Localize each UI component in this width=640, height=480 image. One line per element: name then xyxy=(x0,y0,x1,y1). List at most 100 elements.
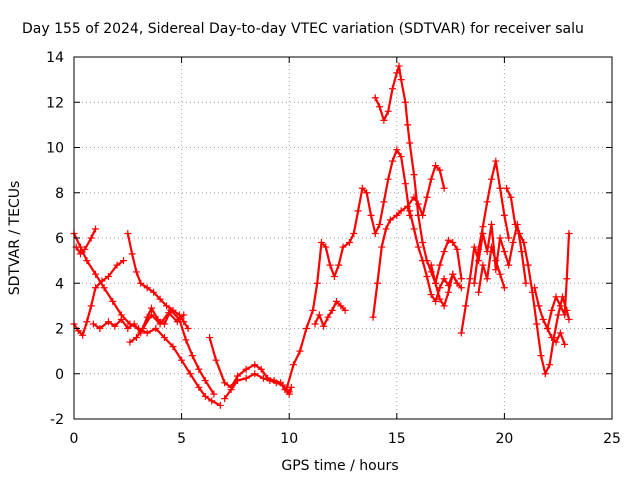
data-point-marker xyxy=(89,320,97,328)
data-point-marker xyxy=(432,279,440,287)
data-point-marker xyxy=(163,302,171,310)
data-point-marker xyxy=(124,229,132,237)
grid-layer xyxy=(74,57,612,419)
data-point-marker xyxy=(173,318,181,326)
data-point-marker xyxy=(184,325,192,332)
series-s2-line xyxy=(72,259,125,337)
chart-title: Day 155 of 2024, Sidereal Day-to-day VTE… xyxy=(22,21,584,37)
data-point-marker xyxy=(165,309,173,317)
data-point-marker xyxy=(195,365,203,373)
data-point-marker xyxy=(322,243,330,251)
data-point-marker xyxy=(169,343,177,351)
data-point-marker xyxy=(330,272,338,280)
data-point-marker xyxy=(143,329,151,337)
data-point-marker xyxy=(384,107,392,115)
data-point-marker xyxy=(333,297,341,305)
data-point-marker xyxy=(453,245,461,253)
data-point-marker xyxy=(444,236,452,244)
data-point-marker xyxy=(496,234,504,242)
data-point-marker xyxy=(376,103,384,111)
data-point-marker xyxy=(404,121,412,129)
data-point-marker xyxy=(440,248,448,256)
y-tick-label: 14 xyxy=(46,50,64,66)
data-point-marker xyxy=(386,216,394,224)
data-point-marker xyxy=(548,334,556,342)
y-tick-label: 12 xyxy=(46,95,64,111)
data-point-marker xyxy=(111,322,119,330)
data-point-marker xyxy=(524,261,532,269)
data-point-marker xyxy=(511,220,519,228)
data-point-marker xyxy=(492,257,500,265)
x-tick-label: 15 xyxy=(388,431,406,447)
data-point-marker xyxy=(457,284,465,292)
data-point-marker xyxy=(552,293,560,301)
data-point-marker xyxy=(378,243,386,251)
data-point-marker xyxy=(449,239,457,247)
data-point-marker xyxy=(388,85,396,93)
data-point-marker xyxy=(76,250,84,258)
data-point-marker xyxy=(440,184,448,192)
y-tick-label: 8 xyxy=(55,186,64,202)
data-point-marker xyxy=(79,331,87,339)
series-layer xyxy=(70,62,573,409)
data-point-marker xyxy=(492,157,500,165)
series-s6-line xyxy=(128,311,185,344)
data-point-marker xyxy=(384,175,392,183)
data-point-marker xyxy=(535,302,543,310)
data-point-marker xyxy=(410,171,418,179)
y-tick-label: 4 xyxy=(55,276,64,292)
data-point-marker xyxy=(87,302,95,310)
data-point-marker xyxy=(453,279,461,287)
data-point-marker xyxy=(565,229,573,237)
data-point-marker xyxy=(397,153,405,161)
data-point-marker xyxy=(234,377,242,385)
data-point-marker xyxy=(156,320,164,328)
data-point-marker xyxy=(371,229,379,237)
data-point-marker xyxy=(279,381,287,389)
data-point-marker xyxy=(354,207,362,215)
data-point-marker xyxy=(104,272,112,280)
data-point-marker xyxy=(335,261,343,269)
data-point-marker xyxy=(227,386,235,394)
data-point-marker xyxy=(503,184,511,192)
data-point-marker xyxy=(201,392,209,400)
data-point-marker xyxy=(83,257,91,265)
data-point-marker xyxy=(188,352,196,360)
data-point-marker xyxy=(427,261,435,269)
data-point-marker xyxy=(341,306,349,314)
data-point-marker xyxy=(496,184,504,192)
data-point-marker xyxy=(143,284,151,292)
data-point-marker xyxy=(382,225,390,233)
data-point-marker xyxy=(180,311,188,319)
data-point-marker xyxy=(124,325,132,332)
data-point-marker xyxy=(242,374,250,382)
data-point-marker xyxy=(395,62,403,70)
data-point-marker xyxy=(109,297,117,305)
series-s19-line xyxy=(533,232,571,330)
data-point-marker xyxy=(257,365,265,373)
y-tick-label: 6 xyxy=(55,231,64,247)
data-point-marker xyxy=(285,388,293,396)
data-point-marker xyxy=(113,261,121,269)
data-point-marker xyxy=(505,234,513,242)
data-point-marker xyxy=(156,295,164,303)
series-s9-line xyxy=(285,148,411,389)
data-point-marker xyxy=(178,356,186,364)
data-point-marker xyxy=(311,320,319,328)
data-point-marker xyxy=(380,198,388,206)
data-point-marker xyxy=(309,306,317,314)
data-point-marker xyxy=(132,268,140,276)
data-point-marker xyxy=(328,306,336,314)
data-point-marker xyxy=(556,302,564,310)
data-point-marker xyxy=(206,334,214,342)
data-point-marker xyxy=(436,261,444,269)
data-point-marker xyxy=(479,261,487,269)
data-point-marker xyxy=(444,288,452,296)
data-point-marker xyxy=(414,243,422,251)
data-point-marker xyxy=(92,225,100,233)
data-point-marker xyxy=(251,361,259,369)
x-tick-label: 20 xyxy=(495,431,513,447)
data-point-marker xyxy=(522,279,530,287)
data-point-marker xyxy=(272,379,280,387)
data-point-marker xyxy=(487,220,495,228)
